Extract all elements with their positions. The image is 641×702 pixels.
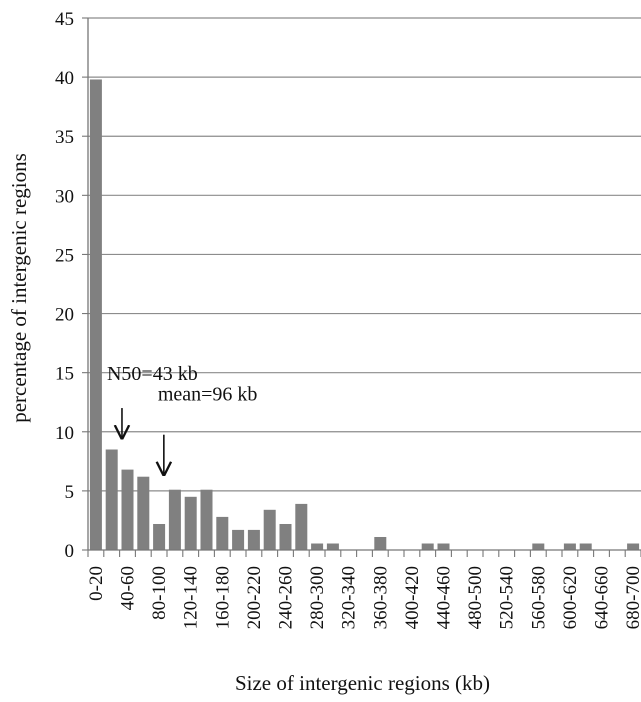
y-tick-label: 5 <box>65 482 75 503</box>
y-tick-label: 40 <box>55 68 74 89</box>
bar-200-220 <box>247 529 260 550</box>
bar-620-640 <box>579 543 592 550</box>
y-tick-labels: 0 5 10 15 20 25 30 35 40 45 <box>55 9 74 562</box>
x-tick-label: 440-460 <box>434 566 455 629</box>
x-tick-label: 600-620 <box>560 566 581 629</box>
y-tick-label: 20 <box>55 305 74 326</box>
x-tick-label: 360-380 <box>370 566 391 629</box>
x-tick-label: 680-700 <box>623 566 641 629</box>
x-tick-label: 280-300 <box>307 566 328 629</box>
x-tick-label: 200-220 <box>244 566 265 629</box>
x-tick-label: 640-660 <box>592 566 613 629</box>
bar-120-140 <box>184 496 197 550</box>
bar-220-240 <box>263 509 276 550</box>
x-tick-label: 240-260 <box>276 566 297 629</box>
y-tick-label: 10 <box>55 423 74 444</box>
x-tick-labels: 0-20 40-60 80-100 120-140 160-180 200-220 240-… <box>86 566 641 629</box>
bar-160-180 <box>216 516 229 550</box>
y-tick-label: 25 <box>55 245 74 266</box>
x-tick-label: 320-340 <box>339 566 360 629</box>
bar-560-580 <box>532 543 545 550</box>
bar-140-160 <box>200 489 213 550</box>
y-tick-label: 30 <box>55 186 74 207</box>
x-tick-label: 40-60 <box>118 566 139 610</box>
bar-420-440 <box>421 543 434 550</box>
x-tick-label: 560-580 <box>528 566 549 629</box>
x-tick-label: 0-20 <box>86 566 107 601</box>
bars <box>89 79 640 550</box>
y-axis-title: percentage of intergenic regions <box>7 153 31 423</box>
annotation-label: N50=43 kb <box>107 363 198 385</box>
x-axis-title: Size of intergenic regions (kb) <box>235 671 490 695</box>
x-tick-label: 480-500 <box>465 566 486 629</box>
bar-0-20 <box>89 79 102 550</box>
axes <box>82 17 641 557</box>
x-tick-label: 80-100 <box>149 566 170 620</box>
bar-260-280 <box>295 503 308 550</box>
x-tick-label: 120-140 <box>181 566 202 629</box>
bar-440-460 <box>437 543 450 550</box>
bar-240-260 <box>279 523 292 550</box>
bar-600-620 <box>563 543 576 550</box>
bar-80-100 <box>153 523 166 550</box>
grid-lines <box>88 17 641 492</box>
bar-280-300 <box>311 543 324 550</box>
x-tick-label: 160-180 <box>212 566 233 629</box>
y-tick-label: 35 <box>55 127 74 148</box>
bar-180-200 <box>232 529 245 550</box>
bar-60-80 <box>137 476 150 550</box>
bar-680-700 <box>627 543 640 550</box>
y-tick-label: 0 <box>65 541 75 562</box>
bar-20-40 <box>105 449 118 550</box>
y-tick-label: 45 <box>55 9 74 30</box>
bar-300-320 <box>326 543 339 550</box>
bar-360-380 <box>374 536 387 550</box>
x-tick-label: 400-420 <box>402 566 423 629</box>
bar-40-60 <box>121 469 134 550</box>
annotation-label: mean=96 kb <box>158 384 258 406</box>
bar-100-120 <box>168 489 181 550</box>
x-tick-label: 520-540 <box>497 566 518 629</box>
y-tick-label: 15 <box>55 364 74 385</box>
